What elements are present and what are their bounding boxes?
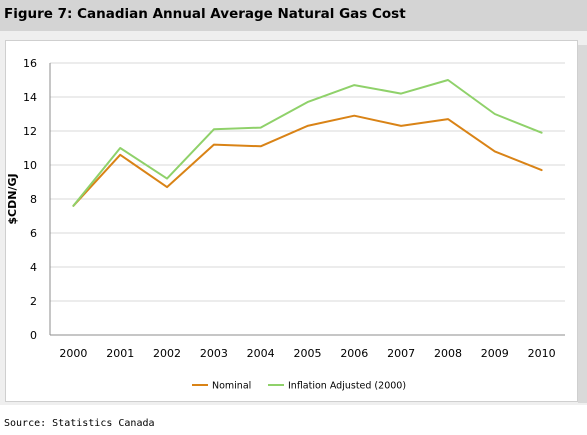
x-tick-label: 2009 <box>481 347 509 360</box>
series-line-inflation-adjusted <box>72 79 543 207</box>
plot-frame <box>5 40 578 402</box>
source-note: Source: Statistics Canada <box>4 418 155 429</box>
y-tick-label: 12 <box>23 125 37 138</box>
y-axis-label: $CDN/GJ <box>6 173 19 224</box>
x-tick-label: 2007 <box>387 347 415 360</box>
y-tick-label: 0 <box>30 329 37 342</box>
panel-shadow <box>578 45 587 403</box>
y-tick-label: 16 <box>23 57 37 70</box>
chart-panel <box>0 31 587 405</box>
legend-label: Nominal <box>212 381 251 392</box>
y-tick-label: 14 <box>23 91 37 104</box>
y-tick-label: 8 <box>30 193 37 206</box>
y-tick-label: 6 <box>30 227 37 240</box>
x-tick-label: 2003 <box>200 347 228 360</box>
legend-label: Inflation Adjusted (2000) <box>288 381 406 392</box>
y-tick-label: 4 <box>30 261 37 274</box>
series-line-nominal <box>72 114 543 207</box>
x-tick-label: 2001 <box>106 347 134 360</box>
x-tick-label: 2005 <box>294 347 322 360</box>
y-tick-label: 2 <box>30 295 37 308</box>
x-tick-label: 2002 <box>153 347 181 360</box>
x-tick-label: 2006 <box>340 347 368 360</box>
title-bar: Figure 7: Canadian Annual Average Natura… <box>0 0 587 31</box>
y-tick-label: 10 <box>23 159 37 172</box>
x-tick-label: 2000 <box>59 347 87 360</box>
x-tick-label: 2004 <box>247 347 275 360</box>
x-tick-label: 2010 <box>528 347 556 360</box>
x-tick-label: 2008 <box>434 347 462 360</box>
figure-title: Figure 7: Canadian Annual Average Natura… <box>4 6 406 22</box>
